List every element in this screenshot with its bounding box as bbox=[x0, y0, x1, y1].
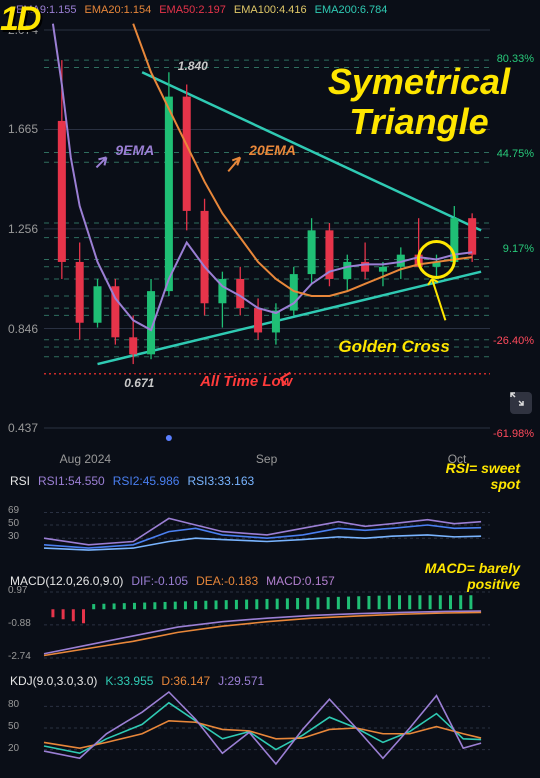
indicator-y-tick: 50 bbox=[8, 518, 19, 529]
indicator-annotation: MACD= barely positive bbox=[425, 560, 520, 592]
x-axis-tick: Aug 2024 bbox=[60, 452, 111, 466]
chart-annotation: Golden Cross bbox=[338, 337, 449, 357]
chart-annotation: 9EMA bbox=[115, 142, 154, 158]
ema-header-item: EMA100:4.416 bbox=[234, 4, 307, 16]
kdj-panel: KDJ(9.0,3.0,3.0)K:33.955D:36.147J:29.571… bbox=[0, 672, 540, 768]
chart-annotation: 0.671 bbox=[124, 376, 154, 390]
indicator-y-tick: 80 bbox=[8, 699, 19, 710]
indicator-y-tick: 69 bbox=[8, 505, 19, 516]
expand-icon[interactable] bbox=[510, 392, 532, 414]
indicator-y-tick: -2.74 bbox=[8, 651, 31, 662]
indicator-y-tick: -0.88 bbox=[8, 618, 31, 629]
indicator-annotation: RSI= sweet spot bbox=[446, 460, 520, 492]
pattern-title: SymetricalTriangle bbox=[328, 62, 510, 141]
pct-label: -61.98% bbox=[493, 428, 534, 440]
ema-header-item: EMA20:1.154 bbox=[85, 4, 152, 16]
timeframe-badge: 1D bbox=[0, 0, 39, 39]
ema-header: EMA9:1.155EMA20:1.154EMA50:2.197EMA100:4… bbox=[16, 4, 530, 16]
y-axis-tick: 0.846 bbox=[8, 322, 38, 336]
chart-annotation: All Time Low bbox=[200, 373, 292, 390]
kdj-chart[interactable] bbox=[0, 672, 540, 768]
chart-annotation: 1.840 bbox=[178, 59, 208, 73]
x-axis-tick: Sep bbox=[256, 452, 277, 466]
chart-root: 1D EMA9:1.155EMA20:1.154EMA50:2.197EMA10… bbox=[0, 0, 540, 778]
indicator-y-tick: 50 bbox=[8, 721, 19, 732]
y-axis-tick: 0.437 bbox=[8, 421, 38, 435]
y-axis-tick: 1.256 bbox=[8, 222, 38, 236]
chart-annotation: 20EMA bbox=[249, 142, 296, 158]
ema-header-item: EMA200:6.784 bbox=[315, 4, 388, 16]
indicator-y-tick: 30 bbox=[8, 531, 19, 542]
rsi-panel: RSIRSI1:54.550RSI2:45.986RSI3:33.163 695… bbox=[0, 472, 540, 562]
ema-header-item: EMA50:2.197 bbox=[159, 4, 226, 16]
macd-panel: MACD(12.0,26.0,9.0)DIF:-0.105DEA:-0.183M… bbox=[0, 572, 540, 662]
main-chart-panel: SymetricalTriangle 2.0741.6651.2560.8460… bbox=[0, 22, 540, 448]
pct-label: -26.40% bbox=[493, 335, 534, 347]
pct-label: 9.17% bbox=[503, 243, 534, 255]
y-axis-tick: 1.665 bbox=[8, 122, 38, 136]
pct-label: 44.75% bbox=[497, 148, 534, 160]
indicator-y-tick: 20 bbox=[8, 743, 19, 754]
indicator-y-tick: 0.97 bbox=[8, 585, 27, 596]
